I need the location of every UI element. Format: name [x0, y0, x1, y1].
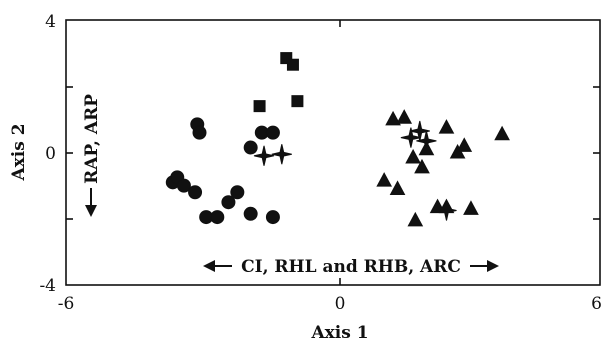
- horizontal-annotation: CI, RHL and RHB, ARC: [203, 257, 499, 277]
- data-point-circle: [221, 195, 236, 210]
- horizontal-annotation-text: CI, RHL and RHB, ARC: [241, 257, 461, 277]
- data-point-triangle: [414, 158, 430, 174]
- axis-ticks: [66, 20, 600, 285]
- y-tick-label-min: -4: [39, 276, 56, 296]
- x-tick-label-min: -6: [58, 294, 75, 314]
- data-point-circle: [265, 125, 280, 140]
- x-tick-label-max: 6: [591, 294, 602, 314]
- data-point-square: [253, 100, 266, 113]
- data-point-square: [280, 52, 293, 65]
- data-point-circle: [210, 210, 225, 225]
- x-tick-label-zero: 0: [335, 294, 346, 314]
- data-point-triangle: [389, 180, 406, 195]
- data-point-star: [253, 145, 275, 166]
- data-point-circle: [243, 206, 258, 221]
- data-point-triangle: [456, 137, 473, 152]
- data-point-triangle: [385, 110, 401, 126]
- data-point-triangle: [405, 148, 421, 164]
- data-point-star: [400, 127, 422, 148]
- data-point-circle: [230, 185, 245, 200]
- data-point-triangle: [494, 125, 510, 141]
- data-point-triangle: [438, 119, 455, 134]
- data-point-triangle: [376, 172, 393, 187]
- data-point-square: [291, 95, 304, 108]
- plot-frame: [65, 19, 601, 286]
- data-point-circle: [192, 125, 207, 140]
- y-tick-label-zero: 0: [45, 144, 56, 164]
- data-point-triangle: [407, 211, 424, 227]
- data-point-circle: [265, 210, 280, 225]
- data-point-square: [286, 58, 299, 71]
- data-point-circle: [176, 178, 191, 193]
- down-arrow-head: [85, 205, 97, 217]
- data-point-circle: [188, 185, 203, 200]
- vertical-annotation: RAP, ARP: [82, 94, 102, 217]
- data-points: [165, 52, 510, 227]
- y-tick-label-max: 4: [45, 12, 56, 32]
- data-point-triangle: [418, 140, 435, 156]
- x-axis-title: Axis 1: [310, 323, 368, 343]
- vertical-annotation-text: RAP, ARP: [82, 94, 102, 184]
- left-arrow-head: [203, 260, 215, 272]
- data-point-triangle: [396, 109, 413, 124]
- right-arrow-head: [487, 260, 499, 272]
- data-point-circle: [243, 140, 258, 155]
- data-point-star: [271, 144, 292, 165]
- y-axis-title: Axis 2: [9, 123, 29, 181]
- data-point-triangle: [463, 200, 479, 215]
- data-point-triangle: [438, 198, 455, 214]
